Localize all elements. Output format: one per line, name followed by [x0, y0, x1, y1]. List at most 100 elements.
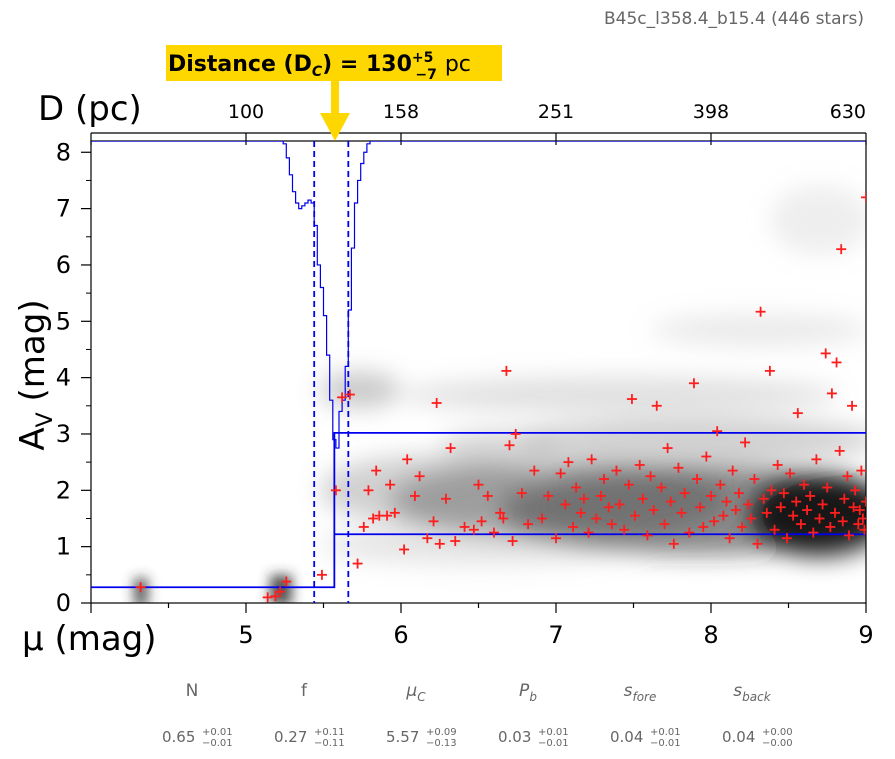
star-point: [837, 516, 848, 527]
star-point: [724, 533, 735, 544]
top-tick-label: 158: [383, 101, 419, 123]
star-point: [385, 479, 396, 490]
star-point: [802, 505, 813, 516]
star-point: [791, 496, 802, 507]
star-point: [665, 496, 676, 507]
star-point: [495, 507, 506, 518]
x-axis-bottom: 5 6 7 8 9: [90, 603, 874, 649]
param-value: 0.27: [274, 728, 307, 746]
param-error-down: −0.11: [314, 738, 345, 749]
star-point: [344, 389, 355, 400]
x-axis-top: 100 158 251 398 630: [90, 101, 867, 145]
star-point: [785, 468, 796, 479]
star-point: [861, 496, 866, 507]
x-axis-label: μ (mag): [22, 619, 157, 659]
param-value: 0.03: [498, 728, 531, 746]
star-point: [792, 408, 803, 419]
star-point: [623, 479, 634, 490]
star-point: [854, 505, 865, 516]
top-axis-label: D (pc): [38, 89, 142, 129]
star-point: [352, 558, 363, 569]
star-point: [316, 569, 327, 580]
x-tick-label: 7: [548, 621, 563, 649]
star-point: [772, 459, 783, 470]
star-point: [330, 485, 341, 496]
star-point: [603, 502, 614, 513]
star-markers: [135, 192, 866, 603]
x-tick-label: 9: [858, 621, 873, 649]
star-point: [498, 513, 509, 524]
star-point: [679, 488, 690, 499]
star-point: [805, 490, 816, 501]
x-tick-label: 5: [238, 621, 253, 649]
star-point: [822, 482, 833, 493]
star-point: [859, 524, 866, 535]
star-point: [371, 465, 382, 476]
star-point: [563, 457, 574, 468]
y-tick-label: 5: [56, 307, 71, 335]
star-point: [459, 521, 470, 532]
star-point: [363, 485, 374, 496]
param-column: f 0.27 +0.11−0.11: [274, 681, 345, 749]
star-point: [428, 516, 439, 527]
param-name: f: [301, 681, 308, 701]
param-error-up: +0.01: [202, 727, 233, 738]
star-point: [630, 510, 641, 521]
param-error-down: −0.01: [650, 738, 681, 749]
star-point: [758, 493, 769, 504]
x-tick-label: 6: [393, 621, 408, 649]
star-point: [529, 465, 540, 476]
star-point: [586, 454, 597, 465]
param-error-up: +0.00: [762, 727, 793, 738]
star-point: [795, 519, 806, 530]
star-point: [358, 521, 369, 532]
star-point: [440, 493, 451, 504]
star-point: [560, 499, 571, 510]
top-tick-label: 251: [538, 101, 574, 123]
star-point: [270, 591, 281, 602]
star-point: [721, 496, 732, 507]
star-point: [788, 510, 799, 521]
star-point: [769, 524, 780, 535]
star-point: [746, 513, 757, 524]
star-point: [382, 510, 393, 521]
star-point: [740, 437, 751, 448]
param-name: Pb: [519, 681, 537, 704]
star-point: [402, 454, 413, 465]
param-column: Pb 0.03 +0.01−0.01: [498, 681, 569, 749]
star-point: [820, 348, 831, 359]
star-point: [645, 471, 656, 482]
star-point: [543, 490, 554, 501]
param-value: 0.65: [162, 728, 195, 746]
star-point: [830, 507, 840, 518]
star-point: [275, 586, 286, 597]
star-point: [688, 378, 699, 389]
param-name: N: [186, 681, 199, 701]
star-point: [701, 451, 712, 462]
star-point: [611, 465, 622, 476]
star-point: [262, 592, 273, 603]
star-point: [808, 527, 819, 538]
star-point: [843, 530, 854, 541]
star-point: [595, 490, 606, 501]
star-point: [673, 462, 684, 473]
star-point: [743, 499, 754, 510]
star-point: [591, 513, 602, 524]
star-point: [695, 502, 706, 513]
star-point: [775, 502, 786, 513]
star-point: [476, 516, 487, 527]
star-point: [857, 513, 866, 524]
star-point: [684, 527, 695, 538]
y-axis-left: 0 1 2 3 4 5 6 7 8: [56, 138, 91, 617]
star-point: [482, 490, 493, 501]
y-tick-label: 1: [56, 533, 71, 561]
star-point: [799, 479, 809, 490]
star-point: [656, 482, 667, 493]
star-point: [551, 533, 561, 544]
star-point: [368, 513, 379, 524]
star-point: [468, 524, 479, 535]
param-value: 5.57: [386, 728, 419, 746]
star-point: [814, 513, 825, 524]
star-point: [523, 519, 534, 530]
